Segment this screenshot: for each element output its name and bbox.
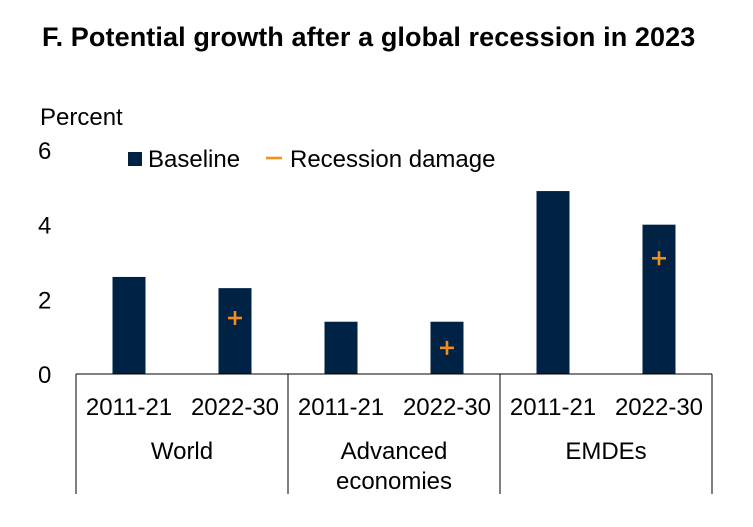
marker-recession-damage bbox=[228, 311, 242, 325]
marker-recession-damage bbox=[652, 251, 666, 266]
marker-series bbox=[228, 251, 666, 355]
group-label: EMDEs bbox=[565, 438, 646, 465]
y-tick-label: 4 bbox=[38, 213, 51, 240]
category-label: 2011-21 bbox=[298, 394, 384, 421]
y-tick-label: 6 bbox=[38, 138, 51, 165]
category-label: 2011-21 bbox=[510, 394, 596, 421]
bar-baseline bbox=[112, 276, 146, 374]
bar-baseline bbox=[218, 288, 252, 374]
y-axis-title: Percent bbox=[40, 104, 123, 131]
y-axis-ticks: 0 2 4 6 bbox=[38, 138, 51, 389]
group-label: World bbox=[151, 438, 213, 465]
category-label: 2022-30 bbox=[403, 394, 491, 421]
bar-baseline bbox=[642, 224, 676, 374]
category-labels: 2011-21 2022-30 2011-21 2022-30 2011-21 2022-… bbox=[86, 394, 703, 421]
category-label: 2022-30 bbox=[615, 394, 703, 421]
chart-title: F. Potential growth after a global reces… bbox=[42, 22, 696, 52]
bar-baseline bbox=[536, 191, 570, 374]
legend-swatch-baseline bbox=[128, 152, 142, 166]
group-label: economies bbox=[336, 468, 452, 495]
legend-label-recession-damage: Recession damage bbox=[290, 146, 495, 173]
category-label: 2022-30 bbox=[191, 394, 279, 421]
marker-recession-damage bbox=[440, 340, 454, 355]
legend-label-baseline: Baseline bbox=[148, 146, 240, 173]
category-label: 2011-21 bbox=[86, 394, 172, 421]
group-label: Advanced bbox=[341, 438, 448, 465]
y-tick-label: 2 bbox=[38, 287, 51, 314]
axes bbox=[75, 373, 713, 494]
legend: Baseline Recession damage bbox=[128, 146, 495, 173]
bar-baseline bbox=[324, 321, 358, 374]
bar-series bbox=[112, 191, 676, 374]
y-tick-label: 0 bbox=[38, 362, 51, 389]
group-labels: World Advanced economies EMDEs bbox=[151, 438, 647, 495]
